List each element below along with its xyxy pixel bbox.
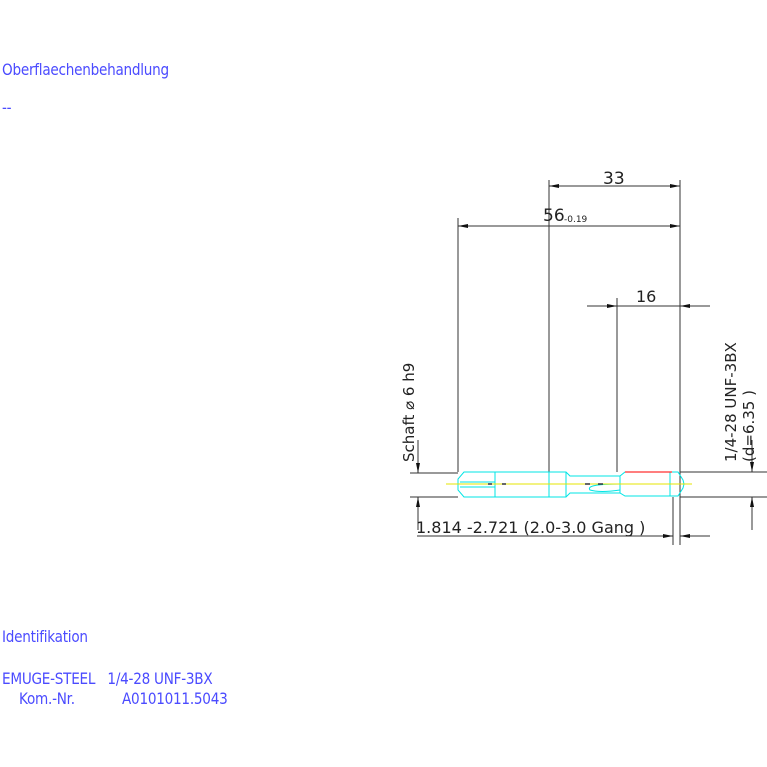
dim-56-tolerance: -0.19 (564, 215, 588, 225)
dimension-lines (416, 184, 754, 538)
extension-lines (410, 180, 767, 545)
kom-value: A0101011.5043 (122, 689, 228, 708)
product-line: EMUGE-STEEL 1/4-28 UNF-3BX (2, 669, 213, 688)
surface-treatment-value: -- (2, 98, 12, 117)
shank-label: Schaft ⌀ 6 h9 (400, 363, 418, 462)
dim-56-text: 56 (543, 206, 565, 226)
thread-label: 1/4-28 UNF-3BX (722, 342, 740, 462)
identification-label: Identifikation (2, 627, 88, 646)
kom-label: Kom.-Nr. (19, 689, 75, 708)
thread-diameter: (d=6.35 ) (740, 390, 758, 462)
dim-33-text: 33 (603, 169, 625, 189)
surface-treatment-label: Oberflaechenbehandlung (2, 60, 169, 79)
chamfer-label: 1.814 -2.721 (2.0-3.0 Gang ) (416, 518, 645, 537)
dim-16-text: 16 (636, 287, 656, 306)
